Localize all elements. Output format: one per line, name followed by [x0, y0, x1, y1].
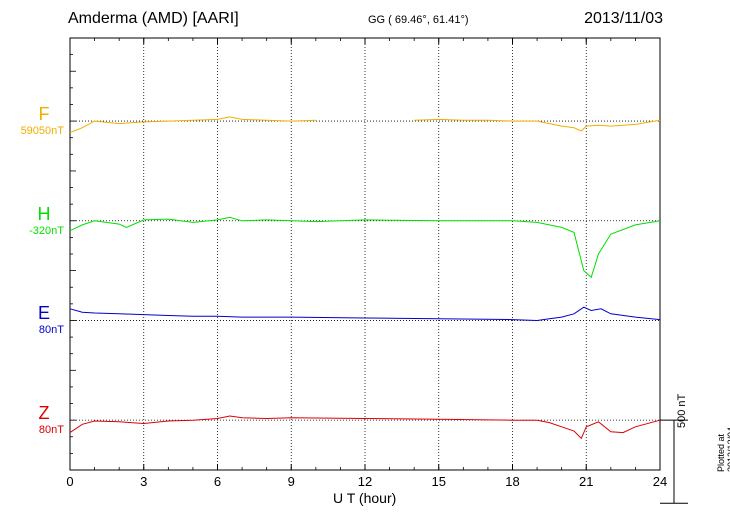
plotted-timestamp: Plotted at 2013/12/04 01:29 UT: [716, 426, 730, 472]
grid: [143, 38, 587, 470]
component-name-e: E: [37, 303, 50, 324]
component-baseline-f: 59050nT: [20, 125, 64, 138]
x-tick-label: 24: [653, 474, 667, 489]
x-tick-label: 3: [140, 474, 147, 489]
component-baseline-e: 80nT: [38, 324, 64, 337]
series-h-line: [69, 216, 661, 279]
component-name-f: F: [38, 104, 50, 125]
series-e-line: [69, 306, 661, 322]
x-tick-label: 12: [358, 474, 372, 489]
series-z-line: [69, 415, 661, 440]
data-series: [69, 116, 661, 440]
x-tick-label: 6: [214, 474, 221, 489]
coordinates-label: GG ( 69.46°, 61.41°): [368, 14, 469, 26]
x-axis-label: U T (hour): [333, 490, 397, 506]
x-tick-label: 9: [288, 474, 295, 489]
scale-bar-label: 500 nT: [676, 393, 688, 428]
component-name-z: Z: [38, 403, 50, 424]
x-tick-label: 15: [432, 474, 446, 489]
x-tick-label: 18: [505, 474, 519, 489]
date-label: 2013/11/03: [584, 10, 663, 27]
axis-ticks: 0 3 6 9 12 15 18 21 24: [66, 38, 667, 489]
component-name-h: H: [37, 203, 51, 224]
x-tick-label: 0: [66, 474, 73, 489]
scale-bar: [660, 419, 688, 504]
component-baseline-z: 80nT: [38, 424, 64, 437]
x-tick-label: 21: [579, 474, 593, 489]
series-f-line: [69, 116, 661, 134]
station-title: Amderma (AMD) [AARI]: [68, 10, 239, 27]
baselines: [70, 120, 660, 421]
component-baseline-h: -320nT: [29, 224, 64, 237]
